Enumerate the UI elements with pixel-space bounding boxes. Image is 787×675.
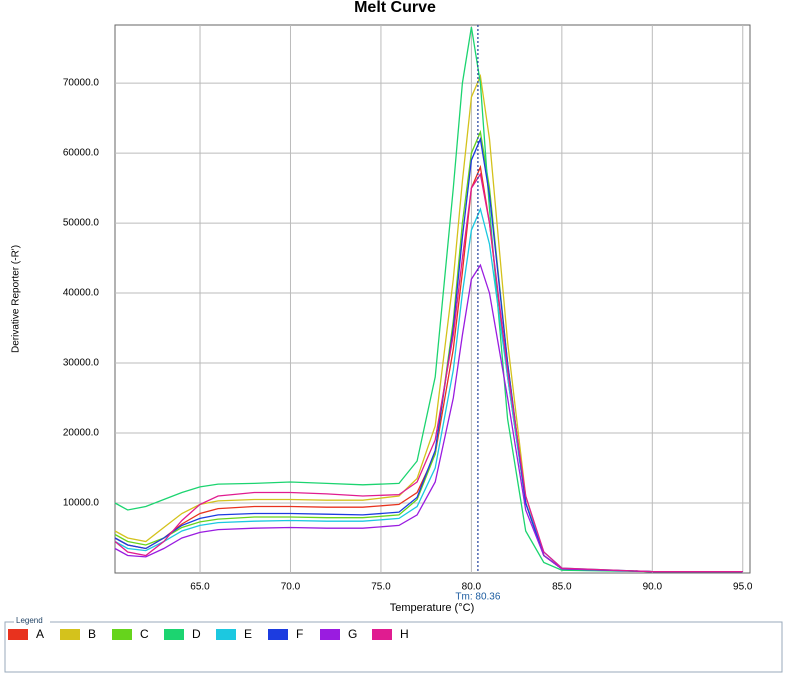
y-tick-label: 50000.0 — [63, 218, 100, 229]
y-axis-label: Derivative Reporter (-R') — [11, 245, 22, 353]
legend-swatch — [372, 629, 392, 640]
legend-swatch — [112, 629, 132, 640]
legend-swatch — [60, 629, 80, 640]
legend-label: D — [192, 627, 201, 641]
x-tick-label: 70.0 — [281, 582, 301, 593]
series-line — [114, 172, 743, 573]
y-tick-label: 30000.0 — [63, 358, 100, 369]
legend-swatch — [164, 629, 184, 640]
x-axis-label: Temperature (°C) — [390, 602, 474, 614]
y-tick-label: 60000.0 — [63, 148, 100, 159]
x-tick-label: 75.0 — [371, 582, 391, 593]
legend-label: C — [140, 627, 149, 641]
y-tick-label: 10000.0 — [63, 498, 100, 509]
tm-label: Tm: 80.36 — [455, 592, 500, 603]
y-tick-label: 40000.0 — [63, 288, 100, 299]
x-tick-label: 65.0 — [190, 582, 210, 593]
legend-box — [4, 621, 783, 673]
series-line — [114, 263, 743, 573]
legend-label: H — [400, 627, 409, 641]
legend-title: Legend — [16, 616, 43, 625]
x-tick-label: 80.0 — [462, 582, 482, 593]
plot-area — [114, 24, 751, 574]
legend-title-bg — [14, 616, 50, 626]
x-tick-label: 95.0 — [733, 582, 753, 593]
y-tick-label: 20000.0 — [63, 428, 100, 439]
legend-swatch — [268, 629, 288, 640]
series-line — [114, 136, 743, 573]
chart-title: Melt Curve — [354, 0, 436, 16]
legend-swatch — [8, 629, 28, 640]
series-line — [114, 26, 743, 573]
legend-label: E — [244, 627, 252, 641]
legend-swatch — [216, 629, 236, 640]
legend-label: B — [88, 627, 96, 641]
legend-swatch — [320, 629, 340, 640]
legend-label: F — [296, 627, 303, 641]
x-tick-label: 85.0 — [552, 582, 572, 593]
y-tick-label: 70000.0 — [63, 78, 100, 89]
x-tick-label: 90.0 — [643, 582, 663, 593]
legend-label: A — [36, 627, 44, 641]
legend-label: G — [348, 627, 357, 641]
